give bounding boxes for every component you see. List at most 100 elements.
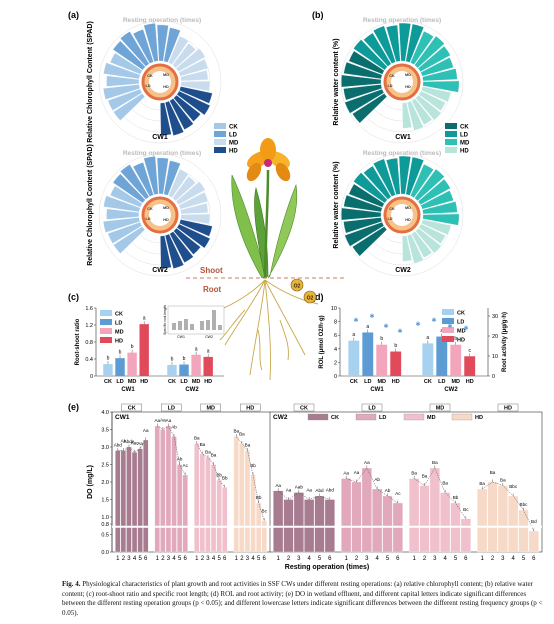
y-tick-label: 6 xyxy=(334,333,337,339)
do-bar-ld xyxy=(182,474,188,553)
sig-letter: Aa xyxy=(306,488,312,493)
radial-a-cw2-label: CW2 xyxy=(152,267,168,274)
grid-ring xyxy=(98,20,222,144)
radial-bar-ck xyxy=(103,62,141,80)
sig-letter: Aa xyxy=(354,470,360,475)
inset-group-label: CW1 xyxy=(177,335,185,339)
x-tick-label: CK xyxy=(168,379,176,385)
bar-ck xyxy=(103,364,113,376)
radial-bar-md xyxy=(410,30,434,66)
do-bar-hd xyxy=(487,481,498,553)
radial-bar-hd xyxy=(420,219,452,236)
bar-ld xyxy=(179,364,189,376)
radial-bar-md xyxy=(410,163,434,199)
group-header-box xyxy=(240,403,261,412)
do-bar-md xyxy=(419,485,430,553)
legend-swatch-md xyxy=(403,413,425,421)
y-tick-label: 0 xyxy=(90,374,93,380)
sig-letter: Ab xyxy=(385,488,391,493)
radial-bar-ck xyxy=(103,195,141,213)
sig-letter: Bc xyxy=(262,509,268,514)
x-tick-label: MD xyxy=(377,379,386,385)
y-axis-title: DO (mg/L) xyxy=(87,465,94,499)
do-bar-ld xyxy=(351,481,362,553)
radial-bar-ck xyxy=(106,208,140,220)
inner-label-ck: CK xyxy=(147,74,153,78)
group-header-hd: HD xyxy=(504,406,512,412)
legend-swatch-ld xyxy=(355,413,377,421)
radial-bar-md xyxy=(178,58,209,77)
radial-bar-ck xyxy=(341,207,382,221)
panel-b-title-top: Resting operation (times) xyxy=(363,17,441,24)
group-header-box xyxy=(361,403,383,412)
sig-letter: Ba xyxy=(200,442,206,447)
o2-bubble-label: O2 xyxy=(294,284,301,290)
sig-letter: Ba xyxy=(205,450,211,455)
x-tick-label: 5 xyxy=(386,556,390,562)
sig-letter: Bd xyxy=(531,519,537,524)
sig-letter: Ba xyxy=(432,460,438,465)
radial-chart-b-cw2: CK LD MD HD xyxy=(340,153,464,277)
bar-md xyxy=(450,344,462,376)
panel-b-title-bottom: Resting operation (times) xyxy=(363,150,441,157)
inner-label-ck: CK xyxy=(389,74,395,78)
x-tick-label: 6 xyxy=(328,556,332,562)
y-tick-label: 10 xyxy=(331,306,337,312)
radial-bar-ld xyxy=(112,40,146,71)
root-strand xyxy=(264,279,319,305)
bar-ld xyxy=(362,332,374,376)
panel-a-title-bottom: Resting operation (times) xyxy=(123,150,201,157)
root-activity-point: ✱ xyxy=(369,313,374,320)
sig-letter: Ba xyxy=(233,429,239,434)
inset-bar xyxy=(212,310,216,330)
radial-bar-ld xyxy=(372,25,396,64)
do-bar-md xyxy=(440,492,451,553)
y-tick-label: 3.5 xyxy=(101,428,109,434)
radial-bar-ld xyxy=(385,157,401,196)
do-bar-ld xyxy=(165,425,172,553)
sig-letter: Aa xyxy=(364,460,370,465)
group-label: CW2 xyxy=(185,387,199,393)
legend-swatch-hd xyxy=(451,413,473,421)
do-bar-hd xyxy=(233,436,239,553)
panel-label-e: (e) xyxy=(68,402,79,412)
inset-bar xyxy=(218,325,222,330)
panel-a-title-top: Resting operation (times) xyxy=(123,17,201,24)
legend-label-md: MD xyxy=(115,329,124,335)
sig-letter: Abd xyxy=(315,488,324,493)
x-tick-label: 5 xyxy=(318,556,322,562)
root-strand xyxy=(279,319,289,361)
radial-bar-ck xyxy=(343,217,383,234)
bar-hd xyxy=(139,324,149,376)
radial-bar-ck xyxy=(107,88,143,111)
sig-letter: Bb xyxy=(256,495,262,500)
radial-bar-hd xyxy=(176,90,211,116)
x-tick-label: 6 xyxy=(223,556,227,562)
plant-illustration xyxy=(231,138,298,279)
petal xyxy=(275,162,291,182)
radial-bar-ck xyxy=(109,185,143,208)
inset-bar xyxy=(184,319,188,330)
radial-bar-ld xyxy=(363,165,392,200)
shoot-label: Shoot xyxy=(200,266,223,275)
bar-hd xyxy=(390,351,402,376)
petal xyxy=(260,138,276,162)
legend-label-ld: LD xyxy=(379,415,386,421)
radial-bar-hd xyxy=(415,94,442,121)
sig-letter: Bb xyxy=(250,463,256,468)
do-bar-hd xyxy=(244,450,251,553)
bar-ld xyxy=(115,358,125,376)
do-bar-ld xyxy=(372,488,383,553)
x-tick-label: CK xyxy=(104,379,112,385)
x-tick-label: 4 xyxy=(443,556,447,562)
group-header-md: MD xyxy=(206,406,215,412)
x-tick-label: 6 xyxy=(184,556,188,562)
y-tick-label: 1.0 xyxy=(101,515,109,521)
grid-ring xyxy=(98,153,222,277)
sig-letter: c xyxy=(468,348,471,354)
inner-label-ld: LD xyxy=(145,84,150,88)
panel-label-d: (d) xyxy=(312,292,324,302)
sig-letter: b xyxy=(131,344,134,350)
panel-a-ylabel-top: Relative Chlorophyll Content (SPAD) xyxy=(87,21,94,143)
legend-label-hd: HD xyxy=(475,415,483,421)
